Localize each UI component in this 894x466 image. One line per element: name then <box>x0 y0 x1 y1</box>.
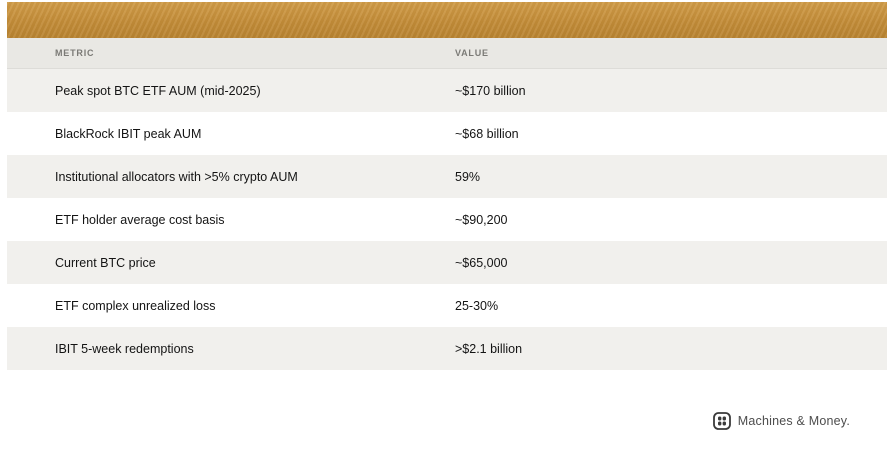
column-header-metric: METRIC <box>55 48 95 58</box>
metric-cell: Institutional allocators with >5% crypto… <box>55 169 298 184</box>
metric-cell: ETF complex unrealized loss <box>55 298 216 313</box>
value-cell: ~$90,200 <box>455 212 508 227</box>
value-cell: 25-30% <box>455 298 499 313</box>
value-cell: ~$65,000 <box>455 255 508 270</box>
metric-cell: BlackRock IBIT peak AUM <box>55 126 202 141</box>
metric-cell: Peak spot BTC ETF AUM (mid-2025) <box>55 83 261 98</box>
table-row: Current BTC price ~$65,000 <box>7 241 887 284</box>
metric-cell: IBIT 5-week redemptions <box>55 341 194 356</box>
value-cell: >$2.1 billion <box>455 341 523 356</box>
column-header-value: VALUE <box>455 48 489 58</box>
metric-cell: ETF holder average cost basis <box>55 212 225 227</box>
table-body: Peak spot BTC ETF AUM (mid-2025) ~$170 b… <box>7 69 887 370</box>
table-row: Institutional allocators with >5% crypto… <box>7 155 887 198</box>
brand-footer: Machines & Money. <box>712 412 850 430</box>
table-row: Peak spot BTC ETF AUM (mid-2025) ~$170 b… <box>7 69 887 112</box>
gold-top-bar <box>7 2 887 38</box>
metric-cell: Current BTC price <box>55 255 156 270</box>
value-cell: ~$68 billion <box>455 126 519 141</box>
value-cell: ~$170 billion <box>455 83 526 98</box>
brand-name: Machines & Money. <box>737 414 850 428</box>
table-header: METRIC VALUE <box>7 38 887 69</box>
metrics-table: METRIC VALUE Peak spot BTC ETF AUM (mid-… <box>7 38 887 370</box>
table-row: IBIT 5-week redemptions >$2.1 billion <box>7 327 887 370</box>
table-row: ETF holder average cost basis ~$90,200 <box>7 198 887 241</box>
infographic: METRIC VALUE Peak spot BTC ETF AUM (mid-… <box>7 2 887 370</box>
table-row: BlackRock IBIT peak AUM ~$68 billion <box>7 112 887 155</box>
table-row: ETF complex unrealized loss 25-30% <box>7 284 887 327</box>
value-cell: 59% <box>455 169 481 184</box>
machines-money-logo-icon <box>712 412 731 430</box>
